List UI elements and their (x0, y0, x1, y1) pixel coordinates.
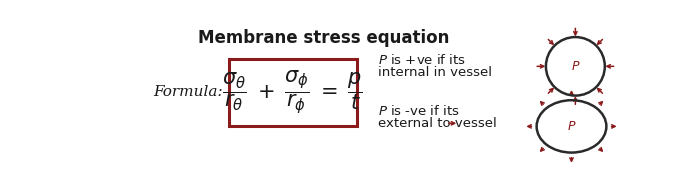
Text: $\dfrac{\sigma_\theta}{r_\theta}$$\; + \; $$\dfrac{\sigma_\phi}{r_\phi}$$\; = \;: $\dfrac{\sigma_\theta}{r_\theta}$$\; + \… (222, 68, 362, 116)
Bar (229, 59, 357, 126)
Text: Membrane stress equation: Membrane stress equation (198, 29, 449, 47)
Text: external to vessel: external to vessel (378, 117, 496, 130)
Text: internal in vessel: internal in vessel (378, 66, 492, 79)
Text: $P$ is -ve if its: $P$ is -ve if its (378, 104, 459, 118)
Text: $P$ is +ve if its: $P$ is +ve if its (378, 53, 466, 67)
Text: Formula:: Formula: (153, 85, 223, 99)
Text: $P$: $P$ (571, 60, 580, 73)
Text: $P$: $P$ (567, 120, 576, 133)
